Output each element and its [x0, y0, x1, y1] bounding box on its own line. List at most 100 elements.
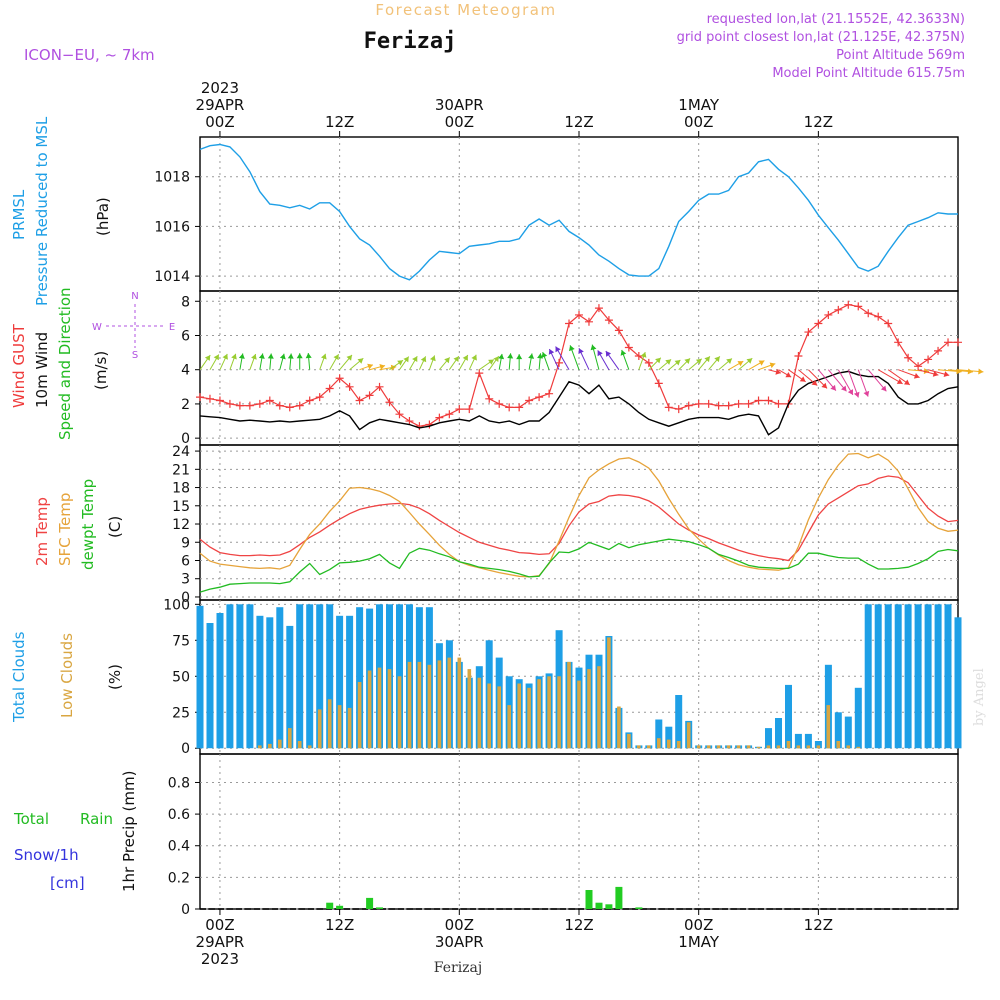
rain-bar: [595, 902, 603, 909]
gust-marker: [235, 401, 244, 410]
wind-arrow-head: [590, 344, 597, 351]
wind-arrow-head: [251, 354, 257, 360]
bottom-time-label: 29APR: [196, 933, 245, 951]
temp-2m-line: [199, 475, 959, 562]
compass-rose: N W E S: [92, 291, 175, 361]
total-cloud-bar: [934, 604, 942, 749]
gust-marker: [425, 420, 434, 429]
ytick-label-precip: 0.6: [168, 807, 190, 823]
clouds-plot: [196, 604, 962, 749]
wind-label-direction: Speed and Direction: [56, 287, 74, 440]
gust-marker: [674, 405, 683, 414]
model-point-altitude: Model Point Altitude 615.75m: [772, 66, 965, 81]
gust-marker: [215, 396, 224, 405]
ytick-label-precip: 0.4: [168, 839, 190, 855]
wind-arrow-head: [863, 390, 870, 397]
gust-marker: [824, 310, 833, 319]
total-cloud-bar: [346, 615, 354, 749]
wind-arrow-head: [704, 356, 710, 363]
gust-marker: [415, 422, 424, 431]
temp-labels: 2m Temp SFC Temp dewpt Temp (C): [33, 479, 124, 570]
ytick-label-temp: 18: [172, 481, 190, 497]
low-cloud-bar: [547, 676, 551, 749]
wind-arrow-head: [769, 362, 776, 369]
gust-marker: [505, 403, 514, 412]
compass-w: W: [92, 322, 102, 333]
model-label: ICON−EU, ~ 7km: [24, 46, 155, 64]
pressure-line: [199, 143, 958, 281]
total-cloud-bar: [864, 604, 872, 749]
ytick-label-wind: 6: [181, 328, 190, 344]
low-cloud-bar: [826, 705, 831, 749]
gust-marker: [714, 401, 723, 410]
wind-arrow-head: [346, 355, 352, 361]
wind-arrow-head: [799, 376, 806, 382]
wind-arrow-head: [507, 353, 514, 359]
gust-marker: [774, 399, 783, 408]
low-cloud-bar: [647, 745, 651, 749]
wind-arrow-head: [569, 345, 575, 352]
gust-marker: [455, 405, 464, 414]
low-cloud-bar: [706, 745, 711, 749]
total-cloud-bar: [854, 687, 862, 749]
gust-marker: [205, 394, 214, 403]
grid-lines: [195, 137, 958, 910]
gust-marker: [904, 353, 913, 362]
ytick-label-wind: 8: [181, 294, 190, 310]
ytick-label-temp: 24: [172, 444, 190, 460]
gust-marker: [445, 410, 454, 419]
wind-arrow-head: [758, 360, 765, 366]
wind-arrow-head: [597, 350, 603, 357]
rain-bar: [585, 890, 593, 909]
wind-speed-line: [199, 370, 959, 436]
wind-arrow-head: [726, 358, 732, 364]
total-cloud-bar: [246, 604, 254, 749]
ytick-label-wind: 0: [181, 431, 190, 447]
gust-marker: [724, 401, 733, 410]
wind-arrow-head: [537, 353, 544, 359]
wind-arrow-head: [555, 346, 561, 353]
gust-marker: [864, 309, 873, 318]
low-cloud-bar: [337, 705, 342, 749]
ytick-label-wind: 4: [181, 363, 190, 379]
low-cloud-bar: [417, 661, 422, 749]
top-time-label: 00Z: [205, 113, 234, 131]
gust-marker: [814, 319, 823, 328]
low-cloud-bar: [557, 676, 561, 749]
compass-n: N: [131, 291, 138, 302]
wind-arrow-head: [714, 356, 720, 363]
ytick-label-clouds: 50: [172, 669, 190, 685]
total-cloud-bar: [266, 617, 274, 749]
gust-marker: [944, 338, 953, 347]
gust-marker: [704, 399, 713, 408]
panel-frame-precip: [199, 753, 959, 910]
gust-marker: [405, 417, 414, 426]
low-cloud-bar: [517, 683, 521, 749]
gust-marker: [295, 401, 304, 410]
ytick-label-temp: 9: [181, 535, 190, 551]
ytick-label-temp: 6: [181, 553, 190, 569]
gust-marker: [525, 396, 534, 405]
bottom-time-label: 1MAY: [678, 933, 720, 951]
gust-marker: [245, 401, 254, 410]
ytick-label-temp: 15: [172, 499, 190, 515]
low-cloud-bar: [377, 667, 382, 749]
low-cloud-bar: [288, 728, 292, 749]
wind-arrow-head: [528, 353, 535, 359]
top-time-label: 12Z: [804, 113, 833, 131]
total-cloud-bar: [356, 607, 364, 749]
ytick-label-clouds: 25: [172, 705, 190, 721]
wind-arrow-head: [640, 352, 647, 358]
total-cloud-bar: [874, 604, 882, 749]
low-cloud-bar: [676, 741, 681, 749]
gust-marker: [355, 396, 364, 405]
precip-label-cm: [cm]: [50, 874, 85, 892]
low-cloud-bar: [657, 738, 661, 749]
y-tick-labels: 1014101610180246803691215182124025507510…: [154, 170, 190, 918]
precip-label-total: Total: [13, 810, 49, 828]
low-cloud-bar: [537, 679, 541, 749]
gust-marker: [604, 316, 613, 325]
gust-marker: [654, 379, 663, 388]
total-cloud-bar: [844, 716, 852, 749]
